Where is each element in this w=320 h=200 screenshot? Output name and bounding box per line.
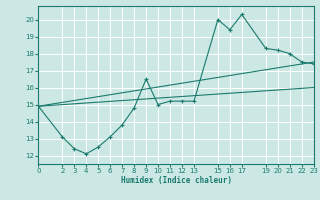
X-axis label: Humidex (Indice chaleur): Humidex (Indice chaleur) [121, 176, 231, 185]
